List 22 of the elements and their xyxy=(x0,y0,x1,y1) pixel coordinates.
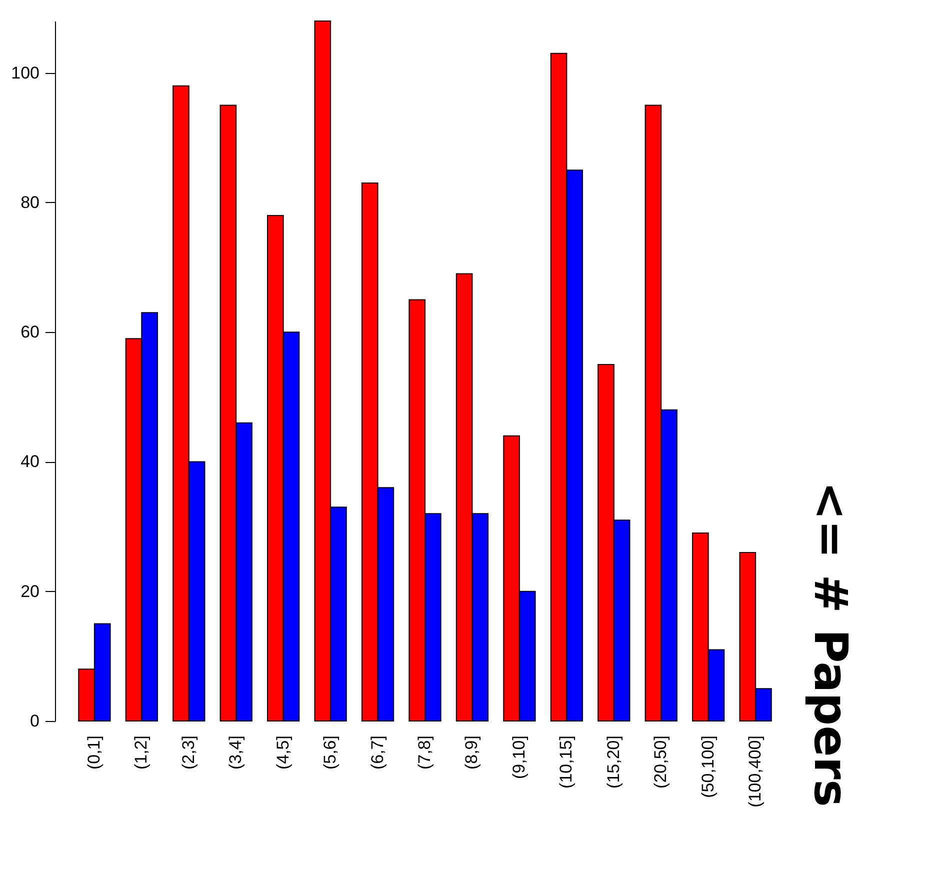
x-tick-label: (10,15] xyxy=(556,736,576,788)
text: <= # Papers xyxy=(804,481,858,807)
x-tick-label: (6,7] xyxy=(368,736,387,770)
x-tick-label: (50,100] xyxy=(698,736,718,798)
y-tick-label: 0 xyxy=(30,712,40,730)
x-tick-label: (3,4] xyxy=(226,736,246,770)
x-tick-label: (9,10] xyxy=(509,736,528,779)
x-tick-label: (4,5] xyxy=(273,736,292,770)
x-tick-label: (2,3] xyxy=(178,736,198,770)
x-tick-label: (1,2] xyxy=(132,736,151,770)
x-tick-label: (8,9] xyxy=(462,736,482,770)
y-tick-label: 80 xyxy=(20,192,40,212)
y-tick-label: 100 xyxy=(11,63,40,82)
y-tick-label: 60 xyxy=(20,322,40,342)
x-tick-label: (20,50] xyxy=(651,736,670,788)
x-tick-label: (15,20] xyxy=(604,736,623,788)
x-tick-label: (100,400] xyxy=(746,736,765,808)
y-tick-label: 40 xyxy=(20,452,40,472)
x-tick-label: (5,6] xyxy=(320,736,340,770)
y-tick-label: 20 xyxy=(20,582,40,601)
x-tick-label: (0,1] xyxy=(84,736,104,770)
x-tick-label: (7,8] xyxy=(415,736,434,770)
